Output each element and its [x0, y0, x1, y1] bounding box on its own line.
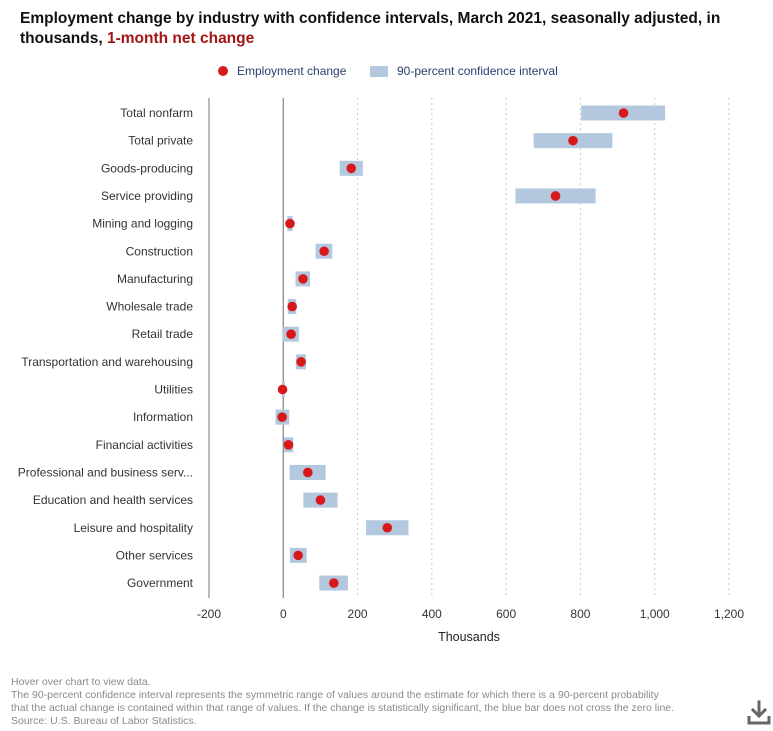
- employment-change-point-mining-and-logging: [285, 218, 295, 229]
- x-tick-label: 1,000: [640, 607, 670, 621]
- employment-change-point-manufacturing: [298, 274, 308, 284]
- category-label-government: Government: [127, 576, 194, 590]
- employment-change-point-total-nonfarm: [618, 108, 629, 118]
- x-tick-label: 400: [422, 607, 442, 621]
- employment-change-point-wholesale-trade: [287, 301, 298, 312]
- category-label-goods-producing: Goods-producing: [101, 161, 193, 175]
- employment-change-point-construction: [319, 246, 329, 257]
- x-axis-label: Thousands: [438, 630, 500, 644]
- legend-item-confidence-interval[interactable]: 90-percent confidence interval: [370, 64, 558, 78]
- download-icon[interactable]: [747, 700, 771, 726]
- footnote-source: Source: U.S. Bureau of Labor Statistics.: [11, 715, 197, 727]
- employment-change-point-financial-activities: [283, 440, 294, 450]
- category-label-transportation-and-warehousing: Transportation and warehousing: [21, 355, 193, 369]
- category-label-total-private: Total private: [128, 134, 193, 148]
- category-label-education-and-health-services: Education and health services: [33, 493, 193, 507]
- category-label-other-services: Other services: [116, 548, 193, 562]
- legend-item-employment-change[interactable]: Employment change: [218, 64, 346, 78]
- category-label-professional-and-business-serv: Professional and business serv...: [18, 465, 193, 479]
- category-label-utilities: Utilities: [154, 383, 193, 397]
- category-label-manufacturing: Manufacturing: [117, 272, 193, 286]
- category-label-construction: Construction: [126, 244, 193, 258]
- x-tick-label: 200: [348, 607, 368, 621]
- category-label-leisure-and-hospitality: Leisure and hospitality: [74, 521, 193, 535]
- chart-title-main: Employment change by industry with confi…: [20, 10, 721, 47]
- category-label-total-nonfarm: Total nonfarm: [120, 106, 193, 120]
- x-tick-label: 600: [496, 607, 516, 621]
- employment-change-point-utilities: [277, 384, 288, 395]
- x-tick-label: 0: [280, 607, 287, 621]
- employment-change-point-leisure-and-hospitality: [382, 522, 393, 533]
- category-label-wholesale-trade: Wholesale trade: [106, 300, 193, 314]
- chart-title-highlight: 1-month net change: [106, 30, 255, 47]
- footnote-line-1: The 90-percent confidence interval repre…: [11, 689, 659, 701]
- chart-legend: Employment change 90-percent confidence …: [0, 64, 773, 82]
- category-label-financial-activities: Financial activities: [96, 438, 193, 452]
- employment-change-point-retail-trade: [286, 329, 296, 340]
- category-label-mining-and-logging: Mining and logging: [92, 217, 193, 231]
- x-tick-label: 1,200: [714, 607, 744, 621]
- employment-change-point-other-services: [293, 550, 303, 561]
- category-label-information: Information: [133, 410, 193, 424]
- employment-change-point-goods-producing: [346, 163, 357, 174]
- employment-change-point-information: [277, 412, 287, 422]
- category-label-retail-trade: Retail trade: [132, 327, 194, 341]
- employment-change-point-education-and-health-services: [315, 495, 326, 505]
- chart-title: Employment change by industry with confi…: [20, 9, 760, 49]
- legend-label-confidence-interval: 90-percent confidence interval: [397, 64, 558, 78]
- chart-footnote: Hover over chart to view data. The 90-pe…: [11, 676, 731, 728]
- x-tick-label: -200: [197, 607, 221, 621]
- legend-label-employment-change: Employment change: [237, 64, 347, 78]
- legend-dot-marker: [218, 66, 228, 76]
- employment-change-point-service-providing: [550, 191, 561, 201]
- employment-change-point-transportation-and-warehousing: [296, 357, 306, 367]
- employment-change-point-total-private: [568, 135, 578, 146]
- x-tick-label: 800: [570, 607, 590, 621]
- employment-change-chart[interactable]: -200 0 200 400 600 800 1,000 1,200 Thousands Tota…: [0, 0, 773, 670]
- footnote-line-2: that the actual change is contained with…: [11, 702, 675, 714]
- footnote-hover-hint: Hover over chart to view data.: [11, 676, 151, 688]
- employment-change-point-government: [329, 578, 339, 588]
- category-label-service-providing: Service providing: [101, 189, 193, 203]
- legend-box-marker: [370, 65, 388, 77]
- employment-change-point-professional-and-business-serv: [303, 467, 313, 478]
